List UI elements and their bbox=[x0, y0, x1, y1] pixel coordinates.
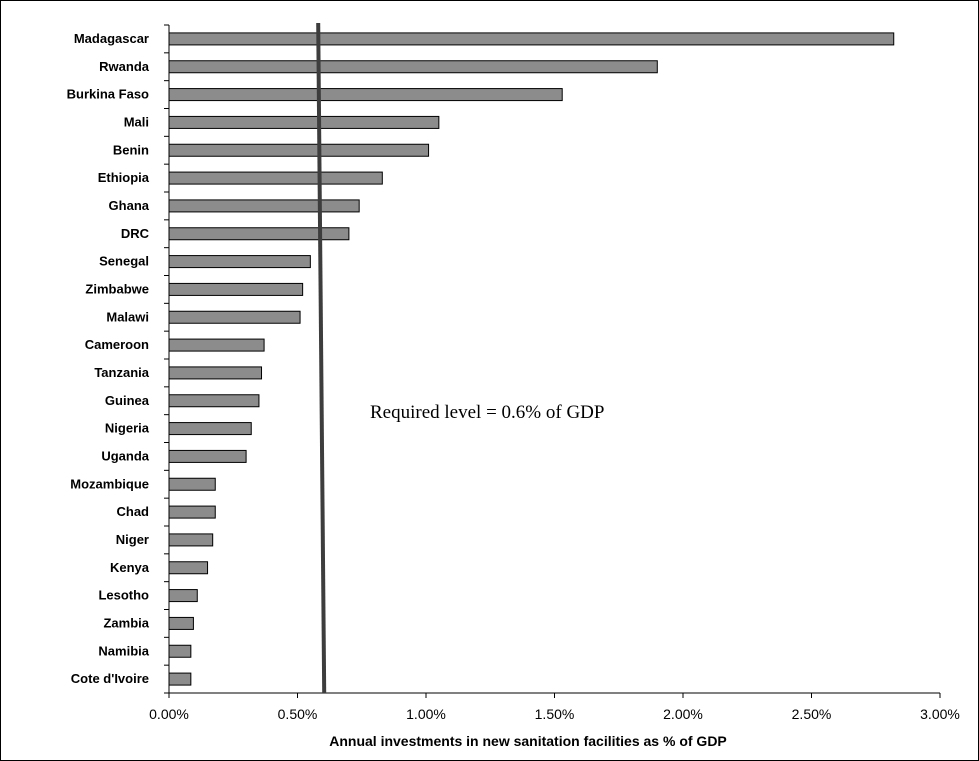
category-label: Madagascar bbox=[74, 31, 149, 46]
plot-area: Madagascar Rwanda Burkina Faso Mali Benin Eth… bbox=[67, 22, 960, 722]
category-label: Mali bbox=[124, 114, 149, 129]
x-tick-label: 0.00% bbox=[149, 706, 189, 722]
category-label: DRC bbox=[121, 226, 150, 241]
bar bbox=[168, 394, 260, 408]
category-label: Ghana bbox=[109, 198, 150, 213]
bar bbox=[168, 477, 216, 491]
category-label: Burkina Faso bbox=[67, 87, 149, 102]
bar bbox=[168, 143, 430, 157]
category-label: Cameroon bbox=[85, 337, 149, 352]
bar bbox=[168, 672, 192, 686]
category-label: Malawi bbox=[106, 309, 149, 324]
bar bbox=[168, 310, 301, 324]
category-label: Mozambique bbox=[70, 476, 149, 491]
bar bbox=[168, 422, 252, 436]
bar bbox=[168, 449, 247, 463]
bar bbox=[168, 60, 658, 74]
category-label: Uganda bbox=[101, 448, 149, 463]
x-tick-label: 1.00% bbox=[406, 706, 446, 722]
bar bbox=[168, 32, 895, 46]
bar bbox=[168, 227, 350, 241]
x-tick-label: 3.00% bbox=[920, 706, 960, 722]
bar bbox=[168, 505, 216, 519]
bars bbox=[168, 32, 895, 686]
category-label: Cote d'Ivoire bbox=[71, 671, 149, 686]
x-tick-label: 1.50% bbox=[535, 706, 575, 722]
bar bbox=[168, 366, 263, 380]
bar bbox=[168, 589, 198, 603]
x-tick-label: 0.50% bbox=[278, 706, 318, 722]
x-axis-title: Annual investments in new sanitation fac… bbox=[329, 733, 727, 749]
x-axis-ticks: 0.00% 0.50% 1.00% 1.50% 2.00% 2.50% 3.00% bbox=[149, 693, 960, 722]
x-tick-label: 2.50% bbox=[792, 706, 832, 722]
bar bbox=[168, 282, 304, 296]
required-level-line bbox=[316, 22, 327, 694]
category-label: Guinea bbox=[105, 393, 150, 408]
bar bbox=[168, 644, 192, 658]
category-label: Zambia bbox=[103, 615, 149, 630]
bar bbox=[168, 115, 440, 129]
bar bbox=[168, 561, 209, 575]
category-label: Niger bbox=[116, 532, 149, 547]
bar bbox=[168, 171, 383, 185]
required-level-annotation: Required level = 0.6% of GDP bbox=[370, 402, 604, 423]
bar bbox=[168, 338, 265, 352]
bar bbox=[168, 88, 563, 102]
category-label: Nigeria bbox=[105, 421, 150, 436]
bar bbox=[168, 533, 214, 547]
category-label: Senegal bbox=[99, 254, 149, 269]
category-label: Zimbabwe bbox=[85, 281, 149, 296]
x-tick-label: 2.00% bbox=[663, 706, 703, 722]
category-label: Ethiopia bbox=[98, 170, 150, 185]
category-label: Benin bbox=[113, 142, 149, 157]
category-label: Rwanda bbox=[99, 59, 150, 74]
bar bbox=[168, 616, 194, 630]
category-label: Lesotho bbox=[98, 588, 149, 603]
category-label: Kenya bbox=[110, 560, 150, 575]
category-label: Chad bbox=[117, 504, 150, 519]
bar bbox=[168, 255, 311, 269]
bar bbox=[168, 199, 360, 213]
y-axis-ticks bbox=[164, 24, 169, 694]
category-label: Namibia bbox=[98, 643, 149, 658]
category-label: Tanzania bbox=[94, 365, 149, 380]
category-labels: Madagascar Rwanda Burkina Faso Mali Benin Eth… bbox=[67, 31, 150, 686]
